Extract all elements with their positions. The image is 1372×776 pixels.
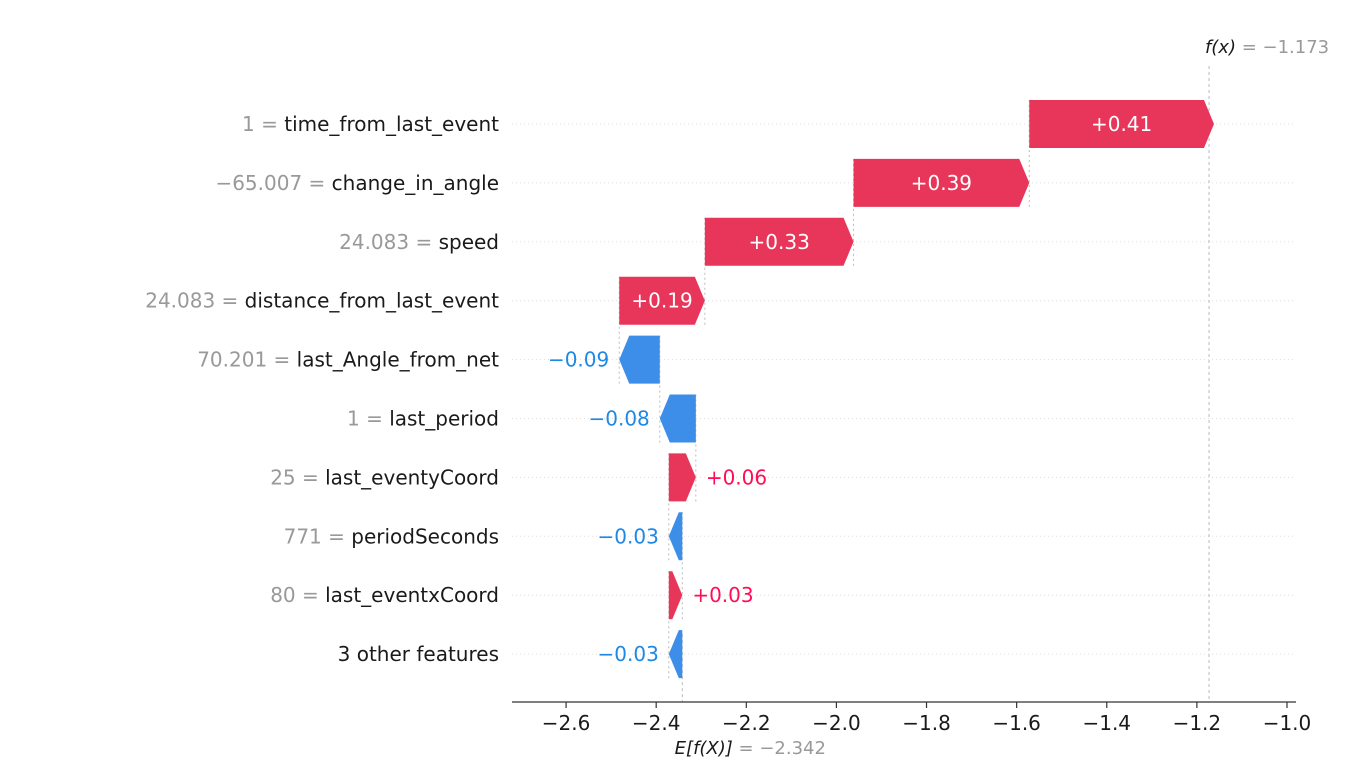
- bar-distance-from-last-event: [619, 276, 705, 325]
- x-axis: −2.6 −2.4 −2.2 −2.0 −1.8 −1.6 −1.4 −1.2 −1.0: [512, 701, 1312, 735]
- contribution-label: −0.09: [548, 348, 609, 372]
- feature-value: −65.007 =: [215, 171, 331, 195]
- x-tick-label: −2.0: [812, 711, 861, 735]
- bar-last-angle-from-net: [619, 335, 660, 384]
- base-value-label-rhs: = −2.342: [733, 738, 826, 759]
- feature-name: change_in_angle: [332, 171, 499, 195]
- feature-value: 24.083 =: [339, 230, 438, 254]
- output-value-label: f(x) = −1.173: [1205, 37, 1329, 58]
- feature-name: last_eventxCoord: [325, 583, 499, 607]
- bar-3-other-features: [668, 630, 683, 679]
- feature-name: last_Angle_from_net: [297, 348, 500, 372]
- x-tick-label: −1.8: [902, 711, 951, 735]
- x-tick-label: −1.0: [1263, 711, 1312, 735]
- x-tick-label: −2.6: [542, 711, 591, 735]
- feature-label: 1 = last_period: [347, 407, 499, 431]
- contribution-label: +0.06: [706, 465, 767, 489]
- x-tick-label: −1.2: [1173, 711, 1222, 735]
- output-value-label-lhs: f(x): [1205, 37, 1236, 58]
- feature-label: 3 other features: [338, 642, 499, 666]
- contribution-label: −0.08: [588, 407, 649, 431]
- feature-label: 70.201 = last_Angle_from_net: [197, 348, 499, 372]
- bar-periodseconds: [668, 512, 683, 561]
- contribution-label: +0.19: [631, 289, 692, 313]
- feature-label: 1 = time_from_last_event: [242, 112, 499, 136]
- feature-labels: 1 = time_from_last_event −65.007 = change…: [145, 112, 499, 666]
- feature-name: last_eventyCoord: [325, 465, 499, 489]
- feature-name: speed: [439, 230, 499, 254]
- x-tick-label: −1.6: [992, 711, 1041, 735]
- bar-last-eventycoord: [668, 453, 696, 502]
- bar-last-period: [659, 394, 696, 443]
- x-tick-label: −1.4: [1082, 711, 1131, 735]
- bar-time-from-last-event: [1029, 100, 1214, 148]
- bar-last-eventxcoord: [668, 571, 683, 620]
- contribution-label: +0.41: [1091, 112, 1152, 136]
- feature-name: 3 other features: [338, 642, 499, 666]
- feature-value: 1 =: [242, 112, 284, 136]
- feature-name: time_from_last_event: [284, 112, 499, 136]
- contribution-label: −0.03: [598, 524, 659, 548]
- feature-label: 80 = last_eventxCoord: [270, 583, 499, 607]
- base-value-label-lhs: E[f(X)]: [675, 738, 733, 759]
- output-value-label-rhs: = −1.173: [1236, 37, 1329, 58]
- feature-label: 24.083 = distance_from_last_event: [145, 289, 499, 313]
- contribution-label: +0.03: [692, 583, 753, 607]
- contribution-label: +0.33: [749, 230, 810, 254]
- feature-label: 25 = last_eventyCoord: [270, 465, 499, 489]
- x-tick-label: −2.4: [632, 711, 681, 735]
- bar-speed: [704, 217, 854, 266]
- feature-value: 80 =: [270, 583, 325, 607]
- feature-value: 1 =: [347, 407, 389, 431]
- feature-name: distance_from_last_event: [245, 289, 499, 313]
- feature-value: 24.083 =: [145, 289, 244, 313]
- feature-value: 70.201 =: [197, 348, 296, 372]
- base-value-label: E[f(X)] = −2.342: [675, 738, 826, 759]
- annotations: E[f(X)] = −2.342 f(x) = −1.173: [675, 37, 1329, 759]
- feature-label: 24.083 = speed: [339, 230, 499, 254]
- feature-label: 771 = periodSeconds: [284, 524, 499, 548]
- contribution-label: +0.39: [911, 171, 972, 195]
- bar-change-in-angle: [853, 158, 1030, 207]
- bars: +0.41 +0.39 +0.33 +0.19 −0.09 −0.08 +0.06 −0.03…: [548, 100, 1214, 679]
- feature-value: 25 =: [270, 465, 325, 489]
- contribution-label: −0.03: [598, 642, 659, 666]
- feature-value: 771 =: [284, 524, 352, 548]
- x-tick-label: −2.2: [722, 711, 771, 735]
- feature-name: last_period: [389, 407, 499, 431]
- feature-name: periodSeconds: [351, 524, 499, 548]
- feature-label: −65.007 = change_in_angle: [215, 171, 499, 195]
